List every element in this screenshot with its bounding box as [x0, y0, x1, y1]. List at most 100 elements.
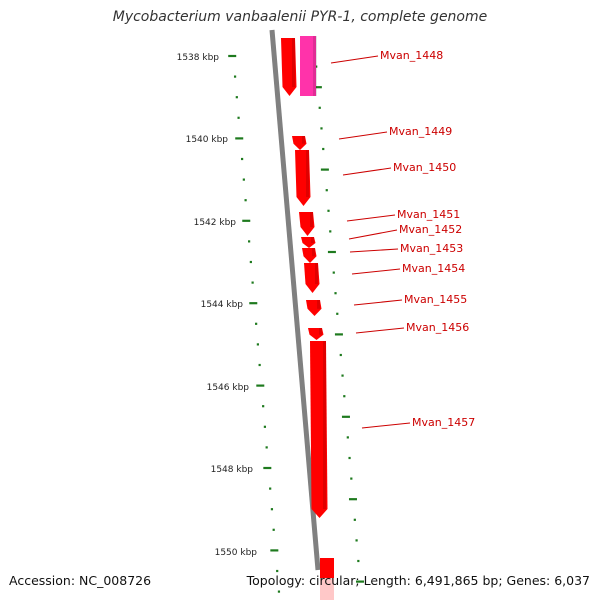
scale-tick: [327, 250, 336, 254]
scale-tick: [353, 518, 356, 521]
gene-block-pink-shade: [313, 36, 317, 96]
scale-tick: [269, 487, 272, 490]
gene-arrow-mvan-1450: [295, 150, 311, 206]
scale-tick: [332, 271, 335, 274]
scale-tick: [355, 580, 364, 583]
gene-label: Mvan_1455: [404, 293, 467, 306]
scale-tick: [339, 353, 342, 357]
scale-tick: [348, 498, 357, 501]
gene-label: Mvan_1453: [400, 242, 463, 255]
gene-label-leader: [348, 229, 398, 240]
gene-label-leader: [342, 167, 392, 176]
gene-arrow-mvan-1455: [306, 300, 322, 316]
scale-tick: [346, 436, 349, 439]
scale-label: 1546 kbp: [207, 383, 250, 393]
scale-tick: [256, 343, 259, 346]
gene-arrow-mvan-1453: [302, 248, 317, 263]
scale-tick: [355, 539, 358, 542]
scale-labels: 1538 kbp 1540 kbp 1542 kbp 1544 kbp 1546…: [177, 53, 258, 558]
scale-tick: [256, 384, 265, 387]
gene-label-leader: [346, 214, 396, 222]
scale-tick: [263, 466, 272, 470]
scale-tick: [327, 209, 330, 212]
scale-label: 1544 kbp: [201, 300, 244, 310]
scale-tick: [228, 54, 237, 58]
scale-tick: [249, 260, 252, 264]
gene-arrow-mvan-1456-shade: [319, 328, 322, 335]
scale-tick: [334, 292, 337, 295]
scale-tick: [348, 456, 351, 460]
scale-label: 1540 kbp: [186, 135, 229, 145]
gene-arrow-mvan-1456: [308, 328, 324, 340]
scale-tick: [325, 189, 328, 192]
gene-label: Mvan_1450: [393, 161, 456, 174]
scale-tick: [276, 569, 279, 573]
gene-label-leader: [351, 268, 401, 275]
gene-arrow-mvan-1454-shade: [315, 263, 318, 284]
gene-arrow-mvan-1452: [301, 237, 316, 248]
gene-label-leader: [349, 248, 399, 253]
gene-arrow-mvan-1452-shade: [311, 237, 314, 244]
gene-arrow-mvan-1453-shade: [312, 248, 315, 257]
scale-tick: [357, 559, 360, 563]
scale-tick: [341, 415, 350, 418]
scale-tick: [320, 168, 329, 171]
scale-tick: [270, 508, 274, 511]
gene-label-leader: [361, 422, 411, 429]
accession-text: Accession: NC_008726: [9, 573, 152, 588]
scale-tick: [270, 549, 279, 552]
gene-label: Mvan_1449: [389, 125, 452, 138]
gene-label-leader: [338, 131, 388, 140]
scale-label: 1548 kbp: [211, 465, 254, 475]
gene-block-next-fade: [320, 578, 334, 600]
scale-tick: [272, 528, 275, 531]
scale-tick: [336, 312, 339, 315]
scale-tick: [242, 178, 245, 181]
genome-title: Mycobacterium vanbaalenii PYR-1, complet…: [112, 9, 488, 25]
scale-tick: [255, 322, 258, 325]
scale-tick: [244, 199, 247, 202]
gene-arrow-mvan-1457-shade: [323, 341, 326, 509]
gene-label: Mvan_1454: [402, 262, 465, 275]
gene-arrow-mvan-1451-shade: [310, 212, 313, 227]
gene-label-leader: [330, 55, 379, 64]
scale-tick: [235, 96, 238, 99]
gene-label: Mvan_1448: [380, 49, 443, 62]
scale-label: 1542 kbp: [194, 218, 237, 228]
scale-tick: [322, 147, 325, 151]
gene-arrow-mvan-1449: [292, 136, 307, 150]
scale-tick: [343, 395, 346, 398]
gene-label: Mvan_1457: [412, 416, 475, 429]
scale-tick: [258, 363, 261, 367]
inner-scale-ticks: [228, 54, 281, 593]
scale-tick: [235, 137, 244, 140]
gene-arrow-mvan-1454: [304, 263, 320, 293]
scale-tick: [251, 281, 254, 284]
gene-arrow-mvan-1449-shade: [302, 136, 305, 144]
gene-arrow-mvan-1448-shade: [292, 38, 295, 87]
scale-tick: [315, 65, 318, 68]
scale-tick: [237, 116, 240, 119]
scale-tick: [329, 230, 332, 233]
scale-tick: [350, 477, 353, 480]
scale-tick: [233, 75, 237, 78]
scale-tick: [248, 240, 251, 243]
scale-tick: [265, 446, 268, 449]
outer-scale-ticks: [313, 44, 364, 583]
gene-arrow-mvan-1450-shade: [306, 150, 309, 197]
gene-label: Mvan_1456: [406, 321, 469, 334]
gene-block-pink: [300, 36, 316, 96]
gene-arrow-mvan-1455-shade: [317, 300, 320, 309]
gene-label: Mvan_1451: [397, 208, 460, 221]
gene-arrow-mvan-1457: [310, 341, 328, 518]
scale-tick: [334, 333, 343, 336]
gene-arrow-mvan-1451: [299, 212, 315, 236]
scale-tick: [320, 127, 323, 130]
scale-label: 1550 kbp: [215, 548, 258, 558]
gene-features: [281, 36, 334, 600]
gene-label-leader: [355, 327, 405, 334]
scale-label: 1538 kbp: [177, 53, 220, 63]
topology-text: Topology: circular; Length: 6,491,865 bp…: [246, 573, 590, 588]
scale-tick: [242, 219, 251, 222]
